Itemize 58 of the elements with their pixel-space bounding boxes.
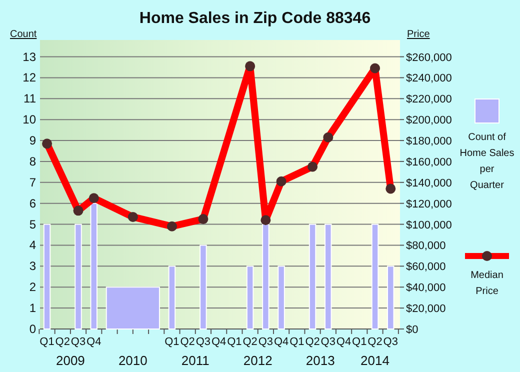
text: 2012 <box>243 353 272 368</box>
x-tick-label: Q1 <box>290 336 304 348</box>
y2-tick-label: $100,000 <box>406 219 452 232</box>
y-tick-label: 11 <box>24 92 36 106</box>
y-tick-label: 4 <box>29 238 36 252</box>
y-tick-label: 1 <box>29 301 36 316</box>
x-tick-label: Q3 <box>196 336 211 348</box>
x-tick-label: Q4 <box>86 336 102 348</box>
y-tick-label: 12 <box>22 70 36 85</box>
y2-tick-label: $160,000 <box>406 156 452 168</box>
x-tick-label: Q2 <box>305 336 320 348</box>
y-axis-title: Count <box>10 29 37 40</box>
x-tick-label: Q3 <box>320 336 336 348</box>
y2-axis-title: Price <box>407 29 430 40</box>
y-tick-label: 9 <box>29 134 36 148</box>
x-tick-label: Q2 <box>55 336 70 348</box>
text: 2010 <box>118 353 148 368</box>
x-tick-label: Q1 <box>40 336 54 348</box>
y2-tick-label: $220,000 <box>406 94 452 106</box>
x-tick-label: Q3 <box>383 336 398 348</box>
text: 2009 <box>56 353 85 368</box>
x-tick-label: Q4 <box>274 336 289 348</box>
y2-tick-label: $40,000 <box>406 282 446 294</box>
y2-tick-label: $80,000 <box>406 240 446 252</box>
y-tick-label: 8 <box>29 154 36 168</box>
y-tick-label: 6 <box>29 196 36 210</box>
y-tick-label: 10 <box>22 112 36 127</box>
y2-tick-label: $120,000 <box>406 198 452 210</box>
y2-tick-label: $20,000 <box>406 303 446 316</box>
x-tick-label: Q2 <box>180 336 195 348</box>
y-tick-label: 5 <box>29 217 36 232</box>
x-tick-label: Q4 <box>211 336 226 348</box>
y2-tick-label: $60,000 <box>406 261 446 274</box>
x-tick-label: Q1 <box>227 336 242 348</box>
y-tick-label: 2 <box>29 280 36 294</box>
x-tick-label: Q3 <box>258 336 274 348</box>
legend-label: Median Price <box>470 270 504 297</box>
x-tick-label: Q4 <box>336 336 352 348</box>
legend-label: Count of Home Sales per Quarter <box>460 132 514 191</box>
y2-tick-label: $180,000 <box>406 136 452 148</box>
y2-tick-label: $140,000 <box>406 177 452 190</box>
x-tick-label: Q3 <box>70 336 86 348</box>
chart-title: Home Sales in Zip Code 88346 <box>139 10 371 27</box>
y-tick-label: 7 <box>29 175 36 190</box>
x-tick-label: Q2 <box>242 336 258 348</box>
y2-tick-label: $200,000 <box>406 114 452 127</box>
y2-tick-label: $260,000 <box>406 52 452 64</box>
text: 2014 <box>360 353 390 368</box>
x-tick-label: Q1 <box>352 336 367 348</box>
y-tick-label: 0 <box>29 322 36 336</box>
y-tick-label: 13 <box>22 50 36 64</box>
text: 2013 <box>306 353 335 368</box>
y2-tick-label: $0 <box>406 324 418 336</box>
y-tick-label: 3 <box>29 259 36 274</box>
x-tick-label: Q1 <box>164 336 180 348</box>
y2-tick-label: $240,000 <box>406 72 452 85</box>
x-tick-label: Q2 <box>368 336 382 348</box>
text: 2011 <box>181 353 210 368</box>
